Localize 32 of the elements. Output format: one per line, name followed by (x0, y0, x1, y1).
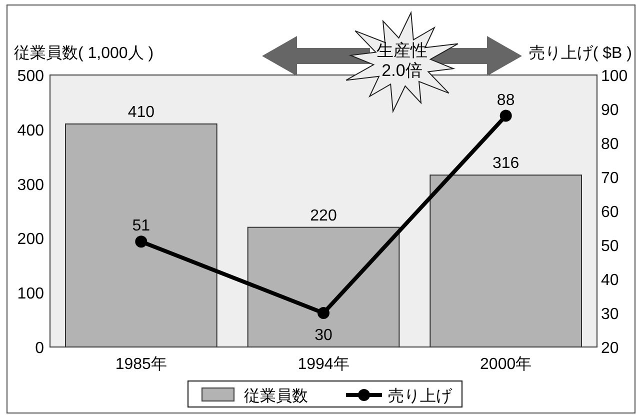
x-tick-label: 2000年 (480, 356, 532, 373)
y2-tick-label: 60 (601, 204, 619, 221)
y-axis-title: 従業員数( 1,000人 ) (14, 44, 154, 62)
data-label: 30 (314, 327, 332, 344)
data-label: 220 (310, 207, 337, 224)
y-tick-label: 300 (17, 176, 44, 194)
y2-tick-label: 50 (601, 238, 619, 255)
data-label: 316 (492, 155, 520, 172)
y2-tick-label: 40 (601, 272, 619, 289)
x-tick-label: 1985年 (115, 356, 167, 373)
data-label: 88 (496, 92, 515, 109)
annotation: 生産性 2.0倍 (376, 41, 428, 80)
y2-tick-label: 90 (601, 102, 619, 119)
legend-label: 従業員数 (244, 387, 308, 405)
point (135, 236, 148, 248)
data-label: 51 (132, 218, 150, 235)
legend-label: 売り上げ (388, 387, 453, 405)
y-tick-label: 0 (35, 340, 44, 357)
y2-axis-title: 売り上げ( $B ) (528, 44, 632, 62)
data-label: 410 (128, 104, 155, 121)
y-tick-label: 500 (17, 68, 44, 85)
y2-tick-label: 80 (601, 136, 619, 153)
y2-tick-label: 30 (601, 306, 619, 323)
y2-tick-label: 20 (601, 340, 619, 357)
y-tick-label: 200 (17, 231, 44, 248)
y2-tick-label: 100 (601, 68, 628, 85)
y-tick-label: 400 (17, 122, 44, 140)
y2-tick-label: 70 (601, 170, 619, 187)
point (318, 307, 330, 319)
point (500, 110, 512, 122)
y-tick-label: 100 (17, 286, 44, 303)
x-tick-label: 1994年 (298, 356, 350, 373)
